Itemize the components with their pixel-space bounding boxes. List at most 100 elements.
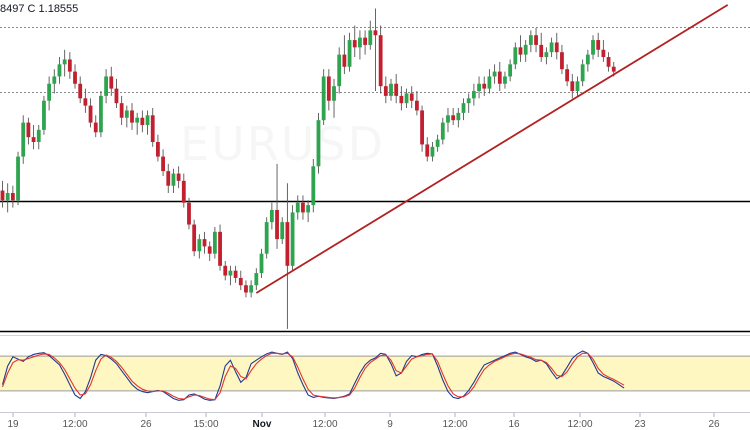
x-tick-label: 16 — [508, 419, 520, 430]
candle-body — [378, 35, 383, 87]
candle-body — [280, 222, 285, 240]
candle — [181, 173, 186, 208]
x-tick-label: 12:00 — [312, 419, 337, 430]
candle — [523, 40, 528, 62]
candle — [451, 108, 456, 126]
candle-body — [275, 209, 279, 240]
candle — [606, 52, 611, 72]
candle-body — [176, 173, 181, 181]
x-tick-label: Nov — [253, 419, 272, 430]
x-tick-label: 26 — [140, 419, 152, 430]
candle-body — [249, 285, 254, 293]
candle — [202, 231, 207, 254]
candle-body — [47, 83, 52, 101]
candle-body — [326, 76, 331, 101]
candle — [150, 108, 155, 147]
candle — [73, 64, 77, 89]
candle-body — [409, 93, 414, 101]
candle-body — [10, 192, 15, 201]
candle-body — [62, 59, 67, 65]
candle-body — [466, 98, 471, 104]
candle — [187, 197, 191, 230]
candle-body — [114, 88, 119, 104]
candle-body — [528, 35, 533, 45]
candle — [197, 234, 202, 259]
candle — [238, 270, 243, 291]
candle — [560, 44, 564, 75]
candle — [57, 57, 62, 84]
candle — [389, 78, 393, 101]
stochastic-d-line — [1, 352, 625, 401]
candle — [591, 35, 595, 60]
candle-body — [611, 66, 616, 72]
candle-body — [560, 52, 564, 70]
candles — [0, 8, 616, 329]
candle-body — [415, 100, 419, 111]
candle-body — [254, 273, 259, 286]
candle — [601, 40, 606, 62]
candle — [130, 103, 134, 130]
candle-body — [316, 120, 321, 167]
candle — [223, 260, 228, 281]
candle — [176, 166, 181, 189]
candle — [503, 71, 507, 89]
candle-body — [523, 44, 528, 55]
candle — [212, 226, 217, 259]
candle-body — [425, 144, 430, 157]
candle — [420, 105, 424, 152]
candle-body — [451, 115, 456, 121]
candle-body — [596, 40, 601, 50]
candle-body — [192, 224, 197, 252]
candle-body — [202, 239, 207, 247]
candle — [497, 61, 502, 92]
candle-body — [171, 173, 176, 186]
candle — [207, 241, 212, 261]
candle-body — [21, 122, 26, 157]
candle-body — [575, 81, 580, 92]
candle — [93, 115, 98, 138]
candle-body — [306, 205, 311, 213]
candle-body — [238, 277, 243, 286]
candle — [26, 117, 31, 145]
candle-body — [591, 40, 595, 55]
candle-body — [124, 110, 129, 118]
candle — [430, 142, 435, 162]
candle-body — [435, 139, 440, 147]
candle-body — [332, 86, 336, 101]
candle-body — [269, 209, 274, 223]
candle — [269, 202, 274, 230]
candle-body — [264, 222, 269, 254]
candle — [585, 49, 590, 72]
x-tick-label: 12:00 — [442, 419, 467, 430]
candle-body — [456, 112, 461, 121]
candle-body — [503, 76, 507, 84]
candle — [332, 78, 336, 118]
candle — [114, 78, 119, 109]
candle — [52, 69, 57, 94]
candle — [544, 47, 549, 65]
candle — [10, 185, 15, 208]
x-tick-label: 9 — [387, 419, 393, 430]
candle — [404, 88, 409, 109]
candle-body — [383, 86, 388, 96]
candle-body — [440, 122, 445, 140]
candle-body — [311, 166, 316, 206]
candle — [368, 20, 373, 50]
symbol-watermark: EURUSD — [180, 117, 385, 171]
candle-body — [430, 146, 435, 157]
stochastic-band — [0, 355, 750, 391]
candle — [482, 76, 487, 96]
candle — [446, 108, 450, 133]
candle-body — [477, 83, 481, 92]
candle — [62, 49, 67, 77]
candle — [99, 91, 103, 138]
candle-body — [461, 103, 466, 113]
candle — [135, 112, 140, 135]
x-tick-label: 26 — [708, 419, 720, 430]
candle — [192, 219, 197, 257]
candle — [156, 134, 160, 162]
candle — [461, 98, 466, 121]
candle — [67, 52, 72, 79]
